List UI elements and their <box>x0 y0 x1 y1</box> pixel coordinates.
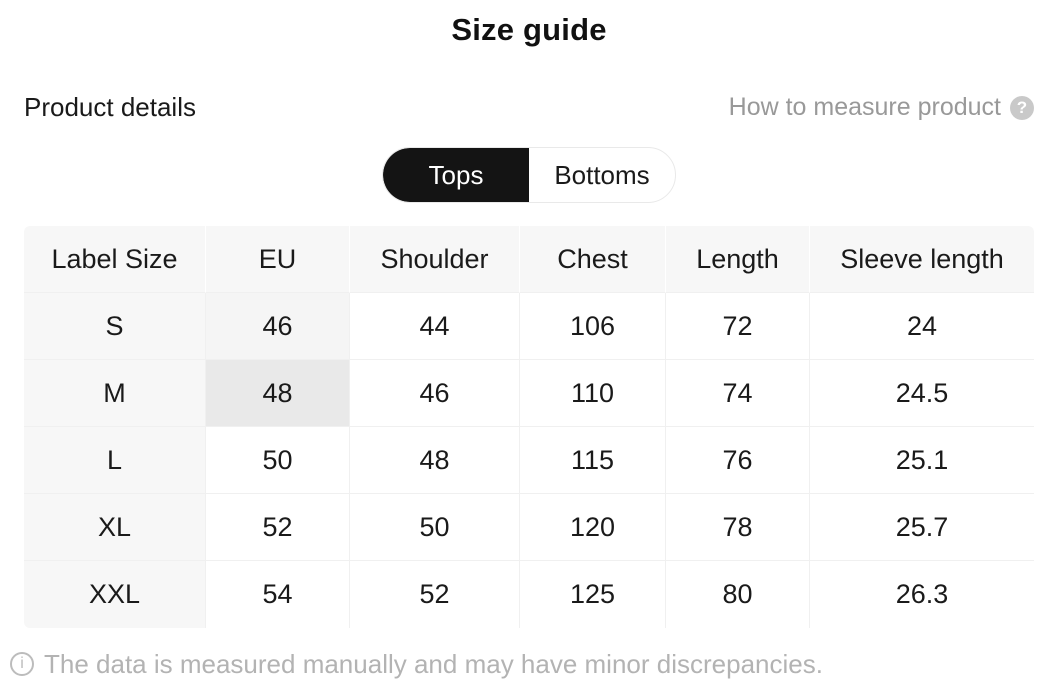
table-row-m: M 48 46 110 74 24.5 <box>24 360 1034 427</box>
size-cell: 80 <box>666 561 810 628</box>
size-cell: 76 <box>666 427 810 494</box>
how-to-measure-link[interactable]: How to measure product ? <box>729 93 1034 122</box>
highlighted-size-cell: 48 <box>206 360 350 427</box>
size-cell: 44 <box>350 293 520 360</box>
column-header-chest: Chest <box>520 226 666 293</box>
tab-bottoms[interactable]: Bottoms <box>529 148 675 202</box>
size-cell: 46 <box>206 293 350 360</box>
size-cell: 78 <box>666 494 810 561</box>
size-cell: 50 <box>206 427 350 494</box>
size-cell: 52 <box>350 561 520 628</box>
tab-tops[interactable]: Tops <box>383 148 529 202</box>
size-cell: 25.1 <box>810 427 1034 494</box>
column-header-length: Length <box>666 226 810 293</box>
row-label-cell: XL <box>24 494 206 561</box>
row-label-cell: M <box>24 360 206 427</box>
size-cell: 106 <box>520 293 666 360</box>
table-row-s: S 46 44 106 72 24 <box>24 293 1034 360</box>
size-cell: 26.3 <box>810 561 1034 628</box>
table-row-l: L 50 48 115 76 25.1 <box>24 427 1034 494</box>
size-cell: 24 <box>810 293 1034 360</box>
size-cell: 46 <box>350 360 520 427</box>
size-cell: 24.5 <box>810 360 1034 427</box>
disclaimer-text: The data is measured manually and may ha… <box>44 649 823 679</box>
size-cell: 74 <box>666 360 810 427</box>
product-details-label: Product details <box>24 92 196 122</box>
column-header-label-size: Label Size <box>24 226 206 293</box>
size-cell: 48 <box>350 427 520 494</box>
column-header-sleeve-length: Sleeve length <box>810 226 1034 293</box>
disclaimer-row: i The data is measured manually and may … <box>10 648 1058 680</box>
size-cell: 110 <box>520 360 666 427</box>
table-header-row: Label Size EU Shoulder Chest Length Slee… <box>24 226 1034 293</box>
row-label-cell: S <box>24 293 206 360</box>
size-table-container: Label Size EU Shoulder Chest Length Slee… <box>24 226 1034 628</box>
category-toggle: Tops Bottoms <box>382 147 676 203</box>
size-cell: 50 <box>350 494 520 561</box>
size-cell: 25.7 <box>810 494 1034 561</box>
size-cell: 72 <box>666 293 810 360</box>
category-toggle-row: Tops Bottoms <box>0 147 1058 203</box>
page-title: Size guide <box>451 12 607 47</box>
size-cell: 115 <box>520 427 666 494</box>
header-row: Product details How to measure product ? <box>24 92 1034 123</box>
size-cell: 52 <box>206 494 350 561</box>
size-cell: 54 <box>206 561 350 628</box>
row-label-cell: XXL <box>24 561 206 628</box>
row-label-cell: L <box>24 427 206 494</box>
size-cell: 125 <box>520 561 666 628</box>
size-table: Label Size EU Shoulder Chest Length Slee… <box>24 226 1034 628</box>
question-mark-icon[interactable]: ? <box>1010 95 1034 120</box>
table-row-xl: XL 52 50 120 78 25.7 <box>24 494 1034 561</box>
info-icon: i <box>10 652 34 676</box>
how-to-measure-label: How to measure product <box>728 93 1001 121</box>
size-cell: 120 <box>520 494 666 561</box>
table-row-xxl: XXL 54 52 125 80 26.3 <box>24 561 1034 628</box>
column-header-shoulder: Shoulder <box>350 226 520 293</box>
column-header-eu: EU <box>206 226 350 293</box>
